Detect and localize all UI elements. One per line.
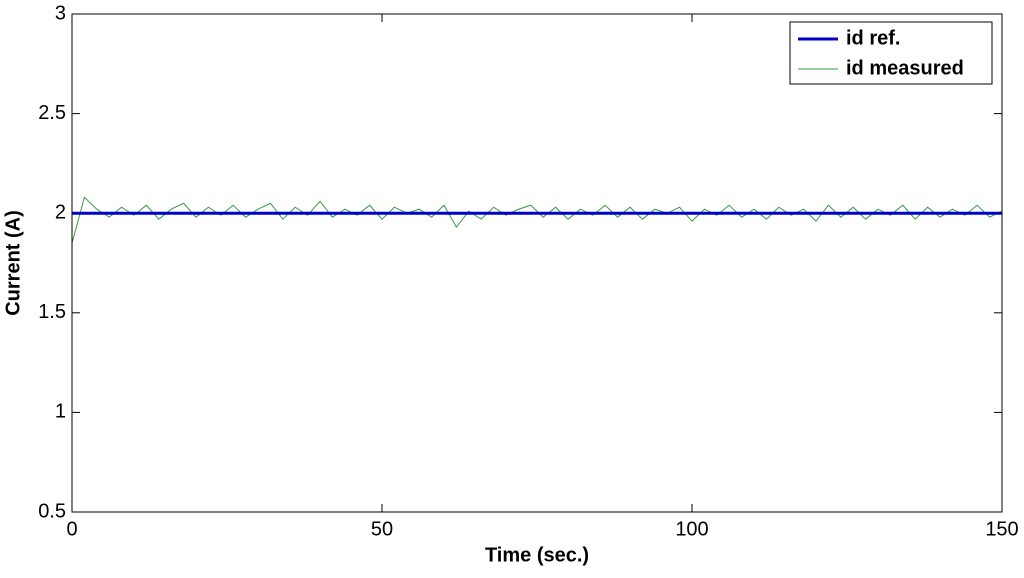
axes-box	[71, 13, 1003, 513]
legend-label: id ref.	[846, 27, 900, 49]
x-tick-label: 150	[985, 518, 1018, 540]
y-axis-label: Current (A)	[2, 210, 24, 316]
x-tick-label: 0	[66, 518, 77, 540]
y-tick-label: 1.5	[38, 301, 66, 323]
plot-area	[72, 14, 1002, 512]
x-tick-label: 100	[675, 518, 708, 540]
x-tick-label: 50	[371, 518, 393, 540]
y-tick-label: 3	[55, 2, 66, 24]
legend-box	[789, 21, 993, 85]
y-tick-label: 2.5	[38, 102, 66, 124]
y-tick-label: 0.5	[38, 500, 66, 522]
x-axis-label: Time (sec.)	[485, 544, 589, 566]
y-tick-label: 2	[55, 201, 66, 223]
y-tick-label: 1	[55, 401, 66, 423]
legend-label: id measured	[846, 57, 964, 79]
